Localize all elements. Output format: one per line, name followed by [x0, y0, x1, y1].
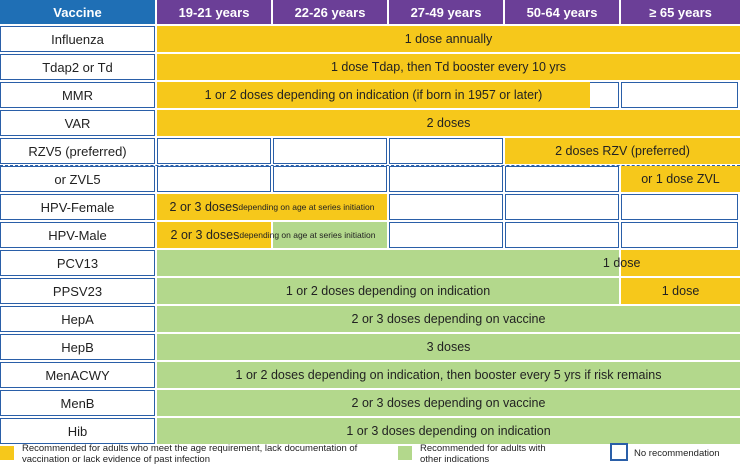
recommendation-text: 1 or 2 doses depending on indication	[285, 284, 491, 298]
empty-cell	[505, 222, 619, 248]
header-age-27-49: 27-49 years	[389, 0, 503, 24]
row-label-mmr: MMR	[0, 82, 155, 108]
row-label-menb: MenB	[0, 390, 155, 416]
recommendation-bar-hepb: 3 doses	[157, 334, 740, 360]
legend-swatch-green	[398, 446, 412, 460]
recommendation-bar-ppsv23: 1 or 2 doses depending on indication	[157, 278, 619, 304]
recommendation-text: 2 doses	[426, 116, 471, 130]
empty-cell	[389, 166, 503, 192]
recommendation-text: 1 dose	[661, 284, 700, 298]
recommendation-bar-menacwy: 1 or 2 doses depending on indication, th…	[157, 362, 740, 388]
legend-swatch-yellow	[0, 446, 14, 460]
header-age-65-plus: ≥ 65 years	[621, 0, 740, 24]
recommendation-bar-hpv-male	[157, 222, 271, 248]
recommendation-text: 2 or 3 doses depending on vaccine	[351, 396, 546, 410]
recommendation-bar-hpv-male	[273, 222, 387, 248]
legend-swatch-empty	[610, 443, 628, 461]
empty-cell	[621, 222, 738, 248]
recommendation-text: 2 or 3 doses	[169, 200, 239, 214]
empty-cell	[157, 166, 271, 192]
row-label-ppsv23: PPSV23	[0, 278, 155, 304]
empty-cell	[505, 194, 619, 220]
recommendation-text: 2 or 3 doses depending on vaccine	[351, 312, 546, 326]
row-label-var: VAR	[0, 110, 155, 136]
empty-cell	[621, 82, 738, 108]
recommendation-bar-hpv-female: 2 or 3 doses depending on age at series …	[157, 194, 387, 220]
header-age-50-64: 50-64 years	[505, 0, 619, 24]
recommendation-text: 2 doses RZV (preferred)	[555, 144, 690, 158]
empty-cell	[389, 222, 503, 248]
recommendation-bar-hib: 1 or 3 doses depending on indication	[157, 418, 740, 444]
recommendation-text: 1 dose Tdap, then Td booster every 10 yr…	[330, 60, 567, 74]
header-vaccine: Vaccine	[0, 0, 155, 24]
empty-cell	[621, 194, 738, 220]
recommendation-text: 3 doses	[426, 340, 471, 354]
empty-cell	[157, 138, 271, 164]
recommendation-text: or 1 dose ZVL	[641, 172, 720, 186]
recommendation-bar-pcv13	[157, 250, 619, 276]
empty-cell	[389, 138, 503, 164]
empty-cell	[389, 194, 503, 220]
recommendation-bar-or-zvl5: or 1 dose ZVL	[621, 166, 740, 192]
empty-cell	[273, 166, 387, 192]
header-age-22-26: 22-26 years	[273, 0, 387, 24]
recommendation-bar-var: 2 doses	[157, 110, 740, 136]
recommendation-text: 1 dose annually	[404, 32, 493, 46]
row-label-hpv-female: HPV-Female	[0, 194, 155, 220]
legend-text-yellow: Recommended for adults who meet the age …	[22, 443, 358, 465]
recommendation-note: depending on age at series initiation	[238, 202, 375, 212]
recommendation-note: depending on age at series initiation	[239, 230, 376, 240]
recommendation-text: 1 or 2 doses depending on indication (if…	[204, 88, 543, 102]
legend-text-green: Recommended for adults with other indica…	[420, 443, 546, 465]
recommendation-text: 1 or 3 doses depending on indication	[346, 424, 551, 438]
header-age-19-21: 19-21 years	[157, 0, 271, 24]
recommendation-overlay-hpv-male: 2 or 3 doses depending on age at series …	[157, 222, 389, 248]
row-label-menacwy: MenACWY	[0, 362, 155, 388]
recommendation-bar-influenza: 1 dose annually	[157, 26, 740, 52]
row-label-hepb: HepB	[0, 334, 155, 360]
legend-text-empty: No recommendation	[634, 448, 720, 459]
zoster-divider	[0, 165, 740, 166]
recommendation-bar-ppsv23: 1 dose	[621, 278, 740, 304]
recommendation-text: 2 or 3 doses	[170, 228, 240, 242]
recommendation-text: 1 dose	[602, 256, 641, 270]
recommendation-bar-pcv13	[621, 250, 740, 276]
recommendation-bar-hepa: 2 or 3 doses depending on vaccine	[157, 306, 740, 332]
empty-cell	[273, 138, 387, 164]
row-label-or-zvl5: or ZVL5	[0, 166, 155, 192]
row-label-hepa: HepA	[0, 306, 155, 332]
row-label-influenza: Influenza	[0, 26, 155, 52]
recommendation-text: 1 or 2 doses depending on indication, th…	[235, 368, 662, 382]
recommendation-bar-menb: 2 or 3 doses depending on vaccine	[157, 390, 740, 416]
recommendation-overlay-pcv13: 1 dose	[569, 250, 675, 276]
empty-cell	[505, 166, 619, 192]
row-label-rzv5-preferred: RZV5 (preferred)	[0, 138, 155, 164]
recommendation-bar-tdap2-or-td: 1 dose Tdap, then Td booster every 10 yr…	[157, 54, 740, 80]
row-label-pcv13: PCV13	[0, 250, 155, 276]
recommendation-bar-rzv5-preferred: 2 doses RZV (preferred)	[505, 138, 740, 164]
row-label-tdap2-or-td: Tdap2 or Td	[0, 54, 155, 80]
row-label-hib: Hib	[0, 418, 155, 444]
row-label-hpv-male: HPV-Male	[0, 222, 155, 248]
recommendation-bar-mmr: 1 or 2 doses depending on indication (if…	[157, 82, 590, 108]
